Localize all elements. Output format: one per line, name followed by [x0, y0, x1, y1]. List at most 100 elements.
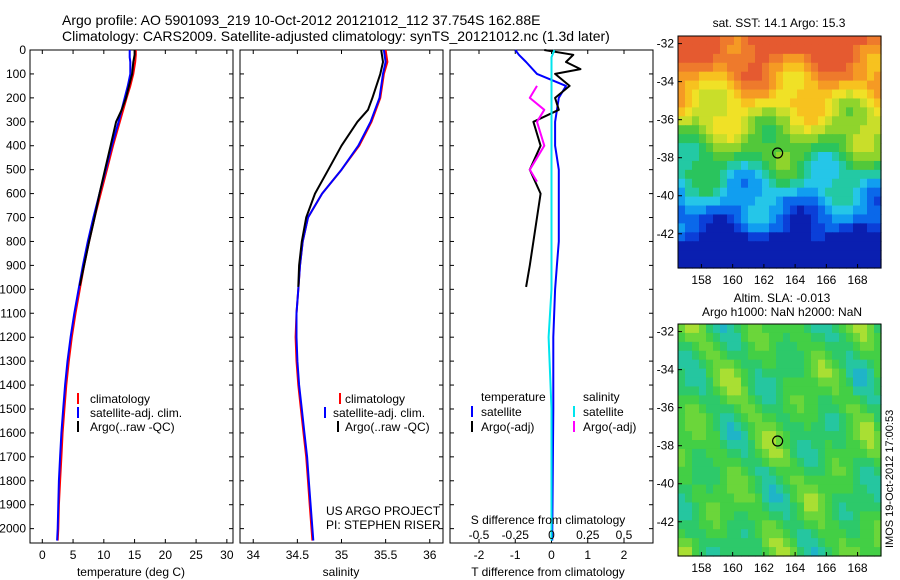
- heatmap-cell: [846, 71, 854, 82]
- heatmap-cell: [769, 214, 777, 224]
- heatmap-cell: [853, 89, 861, 100]
- heatmap-cell: [678, 529, 686, 539]
- heatmap-cell: [678, 324, 686, 334]
- heatmap-cell: [720, 53, 728, 64]
- heatmap-cell: [748, 98, 756, 108]
- heatmap-cell: [867, 404, 875, 414]
- heatmap-cell: [790, 152, 798, 162]
- s-difference-tick-label: 0: [548, 528, 555, 542]
- heatmap-cell: [860, 152, 868, 162]
- heatmap-cell: [825, 520, 833, 530]
- lon-tick-label: 162: [754, 273, 774, 287]
- heatmap-cell: [755, 350, 763, 361]
- heatmap-cell: [867, 484, 875, 495]
- heatmap-cell: [727, 187, 735, 198]
- heatmap-cell: [720, 143, 728, 153]
- heatmap-cell: [685, 196, 693, 207]
- heatmap-cell: [832, 62, 840, 73]
- heatmap-cell: [790, 547, 798, 557]
- heatmap-cell: [692, 116, 700, 126]
- heatmap-cell: [699, 89, 707, 100]
- heatmap-cell: [790, 324, 798, 334]
- heatmap-cell: [769, 187, 777, 198]
- heatmap-cell: [769, 196, 777, 207]
- heatmap-cell: [797, 493, 805, 504]
- heatmap-cell: [706, 466, 714, 477]
- heatmap-cell: [860, 232, 868, 242]
- heatmap-cell: [769, 502, 777, 512]
- heatmap-cell: [720, 324, 728, 334]
- heatmap-cell: [790, 350, 798, 361]
- lon-tick-label: 168: [848, 273, 868, 287]
- heatmap-cell: [867, 143, 875, 153]
- heatmap-cell: [874, 187, 882, 198]
- heatmap-cell: [804, 529, 812, 539]
- heatmap-cell: [741, 53, 749, 64]
- heatmap-cell: [825, 359, 833, 370]
- heatmap-cell: [825, 466, 833, 477]
- heatmap-cell: [783, 350, 791, 361]
- heatmap-cell: [678, 232, 686, 242]
- heatmap-cell: [699, 250, 707, 260]
- heatmap-cell: [713, 223, 721, 233]
- heatmap-cell: [832, 250, 840, 260]
- heatmap-cell: [685, 125, 693, 135]
- heatmap-cell: [685, 484, 693, 495]
- heatmap-cell: [797, 62, 805, 73]
- heatmap-cell: [839, 377, 847, 388]
- heatmap-cell: [867, 359, 875, 370]
- heatmap-cell: [692, 386, 700, 396]
- heatmap-cell: [790, 223, 798, 233]
- heatmap-cell: [685, 341, 693, 352]
- heatmap-cell: [846, 214, 854, 224]
- heatmap-cell: [832, 404, 840, 414]
- heatmap-cell: [769, 53, 777, 64]
- heatmap-cell: [685, 324, 693, 334]
- heatmap-cell: [811, 457, 819, 468]
- heatmap-cell: [713, 178, 721, 189]
- heatmap-cell: [678, 98, 686, 108]
- heatmap-cell: [839, 350, 847, 361]
- heatmap-cell: [853, 377, 861, 388]
- heatmap-cell: [699, 160, 707, 171]
- series-line: [525, 49, 582, 288]
- heatmap-cell: [839, 214, 847, 224]
- heatmap-cell: [804, 493, 812, 504]
- heatmap-cell: [755, 232, 763, 242]
- heatmap-cell: [685, 250, 693, 260]
- heatmap-cell: [699, 520, 707, 530]
- heatmap-cell: [839, 80, 847, 91]
- heatmap-cell: [755, 143, 763, 153]
- heatmap-cell: [755, 107, 763, 117]
- heatmap-cell: [727, 475, 735, 486]
- heatmap-cell: [685, 431, 693, 441]
- lat-tick-label: -42: [657, 227, 675, 241]
- heatmap-cell: [832, 143, 840, 153]
- heatmap-cell: [776, 386, 784, 396]
- heatmap-cell: [741, 259, 749, 269]
- heatmap-cell: [783, 125, 791, 135]
- heatmap-cell: [706, 223, 714, 233]
- heatmap-cell: [783, 324, 791, 334]
- heatmap-cell: [734, 143, 742, 153]
- heatmap-cell: [678, 332, 686, 343]
- heatmap-cell: [867, 160, 875, 171]
- heatmap-cell: [748, 205, 756, 216]
- heatmap-cell: [734, 538, 742, 548]
- heatmap-cell: [741, 359, 749, 370]
- heatmap-cell: [692, 547, 700, 557]
- heatmap-cell: [860, 422, 868, 432]
- heatmap-cell: [825, 547, 833, 557]
- heatmap-cell: [783, 386, 791, 396]
- heatmap-cell: [867, 196, 875, 207]
- heatmap-cell: [727, 98, 735, 108]
- heatmap-cell: [699, 529, 707, 539]
- heatmap-cell: [706, 107, 714, 117]
- heatmap-cell: [860, 89, 868, 100]
- heatmap-cell: [867, 169, 875, 180]
- heatmap-cell: [755, 62, 763, 73]
- heatmap-cell: [783, 431, 791, 441]
- heatmap-cell: [860, 332, 868, 343]
- heatmap-cell: [790, 457, 798, 468]
